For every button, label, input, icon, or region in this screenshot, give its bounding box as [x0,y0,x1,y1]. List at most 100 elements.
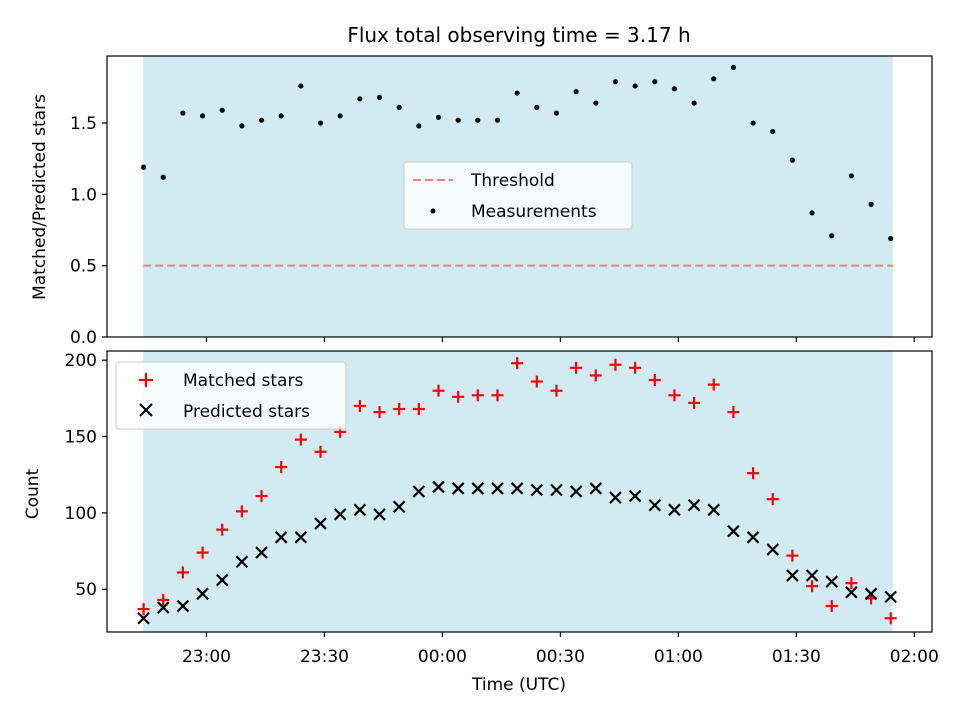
legend-measurements-swatch [430,208,436,214]
predicted-star-point [491,482,504,495]
matched-star-point [275,461,288,474]
measurement-point [612,79,619,85]
legend-predicted-swatch [139,403,153,417]
matched-star-point [825,600,838,613]
predicted-star-point [412,485,426,498]
matched-star-point [314,445,327,458]
matched-star-point [255,490,268,503]
measurement-point [553,110,560,116]
predicted-star-point [471,482,485,495]
predicted-star-point [255,546,268,559]
predicted-star-point [392,500,406,514]
matched-star-point [786,549,799,562]
count-legend-box [115,361,347,430]
count-y-tick-label: 100 [65,504,97,524]
predicted-star-point [510,482,524,495]
ratio-y-axis-label: Matched/Predicted stars [30,94,50,300]
matched-star-point [373,406,386,419]
predicted-star-point [314,517,327,530]
predicted-star-point [196,587,209,601]
predicted-star-point [235,555,249,569]
measurement-point [357,96,363,102]
x-tick-label: 02:00 [890,647,939,667]
count-y-tick-label: 200 [65,351,97,371]
matched-star-point [353,399,366,412]
predicted-star-point [176,599,190,613]
predicted-star-point [845,586,858,599]
measurement-point [711,76,717,82]
ratio-axes-frame [106,55,933,338]
predicted-star-point [746,531,760,544]
ratio-x-ticks [205,337,915,342]
predicted-star-point [825,575,839,588]
measurement-point [317,120,324,126]
predicted-star-point [373,508,386,521]
measurement-point [809,210,815,216]
matched-star-point [727,406,740,419]
predicted-star-point [786,569,799,582]
predicted-star-point [333,508,347,521]
x-tick-label: 23:00 [182,647,231,667]
count-y-tick-label: 150 [65,428,97,448]
matched-star-point [766,493,779,506]
measurement-point [258,117,265,123]
matched-star-point [452,390,465,403]
measurement-point [199,113,206,119]
measurement-point [180,110,186,116]
predicted-star-point [766,543,780,556]
legend-threshold-label: Threshold [470,171,555,191]
matched-star-point [589,369,602,382]
measurement-point [494,117,501,123]
measurement-point [691,100,697,106]
x-tick-label: 00:00 [418,647,467,667]
matched-star-point [747,467,760,480]
count-y-tick-label: 50 [75,580,97,600]
predicted-star-point [550,483,563,497]
matched-star-point [294,433,307,446]
matched-star-point [609,358,622,371]
count-x-axis: 23:00 23:30 00:00 00:30 01:00 01:30 02:00 [182,632,939,667]
count-axes-frame [106,350,933,633]
measurement-point [770,128,776,135]
predicted-star-point [530,483,544,497]
measurement-point [475,117,481,123]
predicted-star-point [294,531,308,544]
count-legend: Matched stars Predicted stars [115,361,347,430]
ratio-y-tick-label: 0.0 [70,328,97,348]
matched-star-point [806,580,819,593]
matched-star-point [412,403,425,416]
measurement-point [573,89,579,95]
measurement-point [239,123,245,129]
legend-measurements-label: Measurements [471,202,597,222]
matched-star-point [235,505,248,518]
measurement-point [848,173,854,179]
measurement-point [160,174,166,180]
matched-star-point [137,603,150,616]
measurement-point [888,235,894,242]
count-y-axis-label: Count [23,468,43,519]
measurement-point [632,83,638,89]
measurement-point [534,104,540,110]
ratio-y-axis: 0.0 0.5 1.0 1.5 [70,114,107,348]
measurement-point [337,113,343,119]
measurement-point [730,64,737,71]
measurement-point [789,157,796,163]
matched-star-point [511,357,524,370]
measurement-point [278,113,284,119]
x-tick-label: 01:00 [654,647,703,667]
matched-star-point [491,389,504,402]
matched-star-point [196,546,209,559]
measurement-point [455,117,461,123]
matched-star-point [530,375,543,388]
legend-predicted-label: Predicted stars [183,402,310,422]
predicted-star-point [707,503,721,517]
matched-star-point [216,523,229,536]
x-tick-label: 23:30 [300,647,349,667]
measurement-point [514,90,520,96]
x-tick-label: 01:30 [772,647,821,667]
measurement-point [750,120,756,126]
ratio-y-tick-label: 1.5 [70,114,97,134]
predicted-star-point [432,480,445,494]
measurement-point [298,83,304,89]
